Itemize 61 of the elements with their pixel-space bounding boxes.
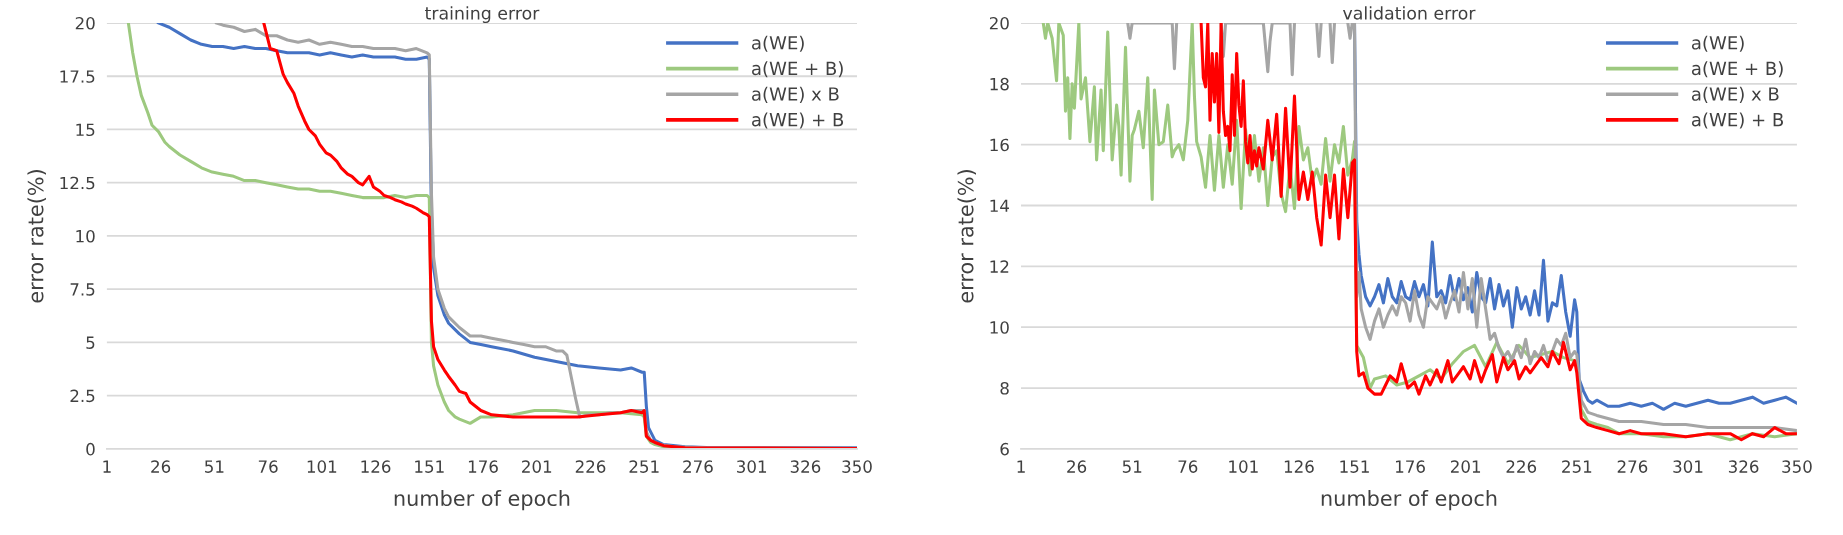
x-tick-label: 276 [683, 460, 713, 473]
x-tick-label: 1 [103, 460, 111, 473]
x-tick-label: 201 [522, 460, 552, 473]
x-tick-label: 26 [151, 460, 171, 473]
y-tick-label: 0 [86, 442, 95, 456]
y-tick-label: 5 [86, 336, 95, 349]
legend-label: a(WE) x B [1691, 86, 1779, 103]
x-tick-label: 226 [575, 460, 606, 473]
x-tick-label: 51 [205, 460, 224, 473]
legend-label: a(WE + B) [752, 61, 843, 78]
x-tick-label: 151 [415, 460, 444, 473]
y-tick-label: 18 [990, 77, 1009, 91]
x-tick-label: 201 [1450, 460, 1481, 473]
y-tick-label: 17.5 [60, 70, 95, 83]
x-tick-label: 151 [1340, 460, 1369, 473]
y-tick-label: 20 [75, 16, 95, 30]
x-tick-label: 350 [1782, 460, 1812, 473]
y-axis-title: error rate(%) [27, 170, 46, 303]
x-tick-label: 301 [1673, 460, 1703, 473]
y-tick-label: 20 [989, 16, 1009, 30]
y-tick-label: 6 [1000, 442, 1009, 456]
legend-label: a(WE) + B [752, 112, 844, 129]
legend-label: a(WE) [752, 35, 804, 52]
legend-label: a(WE + B) [1691, 61, 1783, 78]
x-tick-label: 301 [737, 460, 767, 473]
y-axis-title: error rate(%) [957, 170, 977, 303]
x-tick-label: 101 [1229, 460, 1258, 473]
x-tick-label: 76 [1178, 460, 1198, 473]
y-tick-label: 14 [990, 199, 1009, 212]
y-tick-label: 8 [1000, 381, 1009, 395]
chart-title: training error [425, 6, 540, 23]
legend-label: a(WE) + B [1691, 112, 1784, 129]
x-tick-label: 1 [1017, 460, 1025, 473]
y-tick-label: 2.5 [70, 389, 95, 403]
chart-title: validation error [1342, 6, 1476, 20]
legend-label: a(WE) [1691, 35, 1744, 52]
x-tick-label: 51 [1122, 460, 1142, 473]
x-tick-label: 326 [1728, 460, 1759, 473]
x-tick-label: 251 [629, 460, 659, 473]
x-tick-label: 326 [790, 460, 821, 473]
y-tick-label: 10 [990, 321, 1009, 334]
x-axis-title: number of epoch [394, 490, 570, 511]
x-tick-label: 251 [1562, 460, 1592, 473]
y-tick-label: 10 [76, 229, 95, 243]
x-tick-label: 350 [842, 460, 872, 473]
x-tick-label: 176 [1396, 460, 1425, 473]
legend-label: a(WE) x B [752, 86, 839, 103]
x-axis-title: number of epoch [1321, 490, 1497, 511]
x-tick-label: 126 [1284, 460, 1314, 473]
y-tick-label: 7.5 [70, 283, 95, 296]
x-tick-label: 126 [361, 460, 391, 473]
x-tick-label: 226 [1506, 460, 1537, 473]
y-tick-label: 12 [990, 260, 1009, 273]
x-tick-label: 176 [468, 460, 498, 473]
y-tick-label: 15 [76, 123, 95, 137]
x-tick-label: 26 [1067, 460, 1087, 473]
x-tick-label: 76 [258, 460, 278, 473]
x-tick-label: 276 [1617, 460, 1648, 473]
x-tick-label: 101 [307, 460, 337, 473]
y-tick-label: 16 [990, 138, 1009, 152]
y-tick-label: 12.5 [60, 176, 95, 190]
